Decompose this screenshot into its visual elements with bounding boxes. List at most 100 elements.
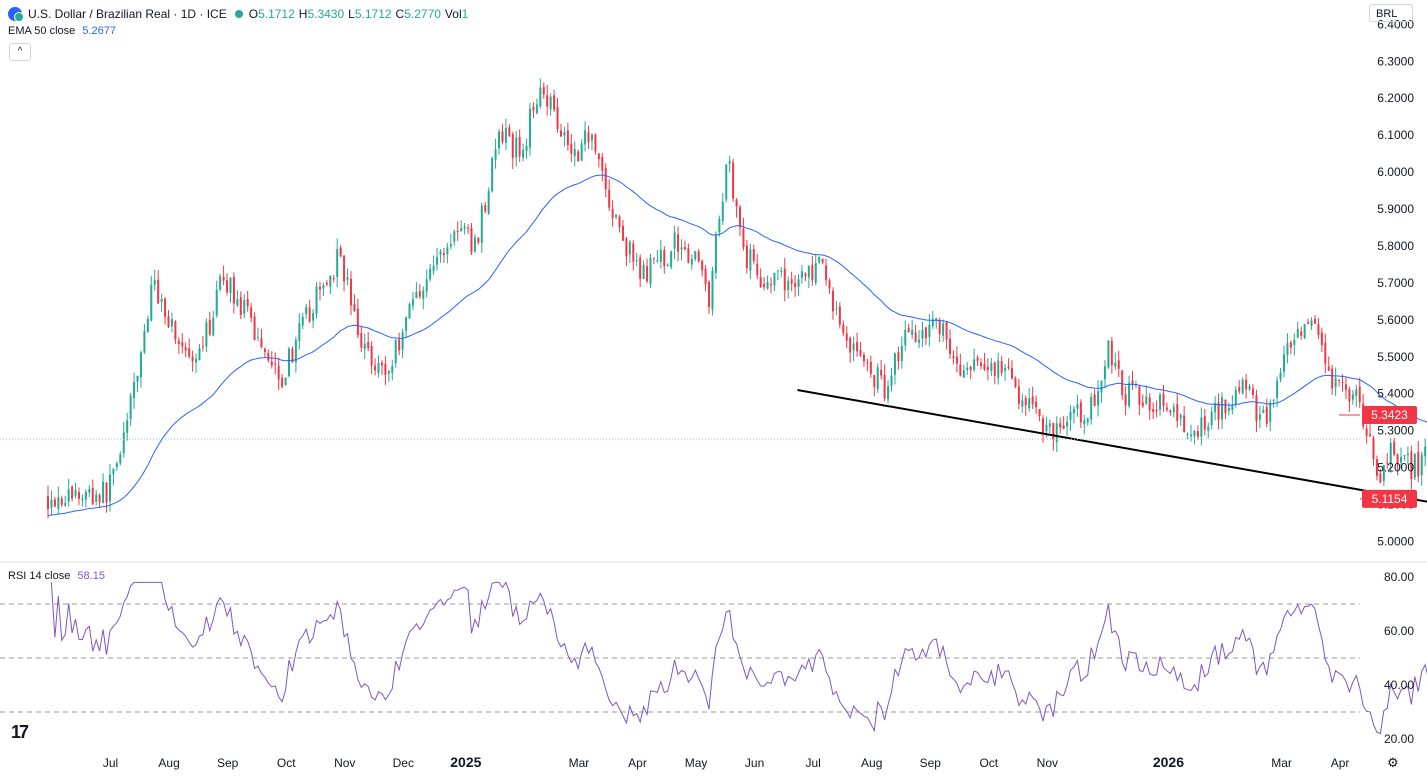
- market-status-icon: [234, 10, 243, 18]
- currency-selector[interactable]: BRL: [1369, 4, 1413, 22]
- candle-body: [467, 227, 470, 229]
- rsi-label: RSI 14 close: [8, 570, 71, 582]
- candle-body: [900, 345, 903, 362]
- volume-value: 1: [461, 7, 469, 21]
- time-tick-label: Mar: [569, 756, 590, 770]
- candle-body: [852, 343, 855, 351]
- gear-icon[interactable]: ⚙: [1387, 755, 1399, 770]
- candle-body: [1121, 370, 1124, 395]
- candle-body: [1317, 324, 1320, 335]
- price-tick-label: 5.4000: [1377, 387, 1414, 401]
- candle-body: [739, 206, 742, 228]
- candle-body: [659, 249, 662, 262]
- candle-body: [150, 284, 153, 321]
- candle-body: [993, 362, 996, 376]
- candle-body: [986, 366, 989, 371]
- candle-body: [587, 132, 590, 143]
- candle-body: [453, 231, 456, 242]
- candle-body: [1021, 400, 1024, 407]
- candle-body: [374, 365, 377, 371]
- candle-body: [157, 279, 160, 304]
- upper-price-badge: 5.3423: [1362, 406, 1417, 425]
- time-tick-label: Aug: [861, 756, 882, 770]
- candle-body: [794, 283, 797, 287]
- candle-body: [642, 264, 645, 279]
- time-tick-label: Mar: [1271, 756, 1292, 770]
- candle-body: [652, 257, 655, 259]
- candle-body: [160, 299, 163, 303]
- candle-body: [57, 497, 60, 509]
- candle-body: [831, 290, 834, 312]
- candle-body: [680, 247, 683, 250]
- candle-body: [1038, 409, 1041, 416]
- candle-body: [1327, 366, 1330, 371]
- candle-body: [728, 161, 731, 164]
- candle-body: [604, 168, 607, 190]
- price-tick-label: 5.2000: [1377, 461, 1414, 475]
- candle-body: [962, 370, 965, 378]
- candle-body: [270, 361, 273, 366]
- candle-body: [732, 162, 735, 199]
- candle-body: [1300, 331, 1303, 336]
- candle-body: [318, 286, 321, 290]
- price-tick-label: 5.7000: [1377, 276, 1414, 290]
- candle-body: [442, 253, 445, 256]
- candle-body: [814, 263, 817, 283]
- candle-body: [797, 279, 800, 287]
- candle-body: [1334, 378, 1337, 388]
- candle-body: [763, 284, 766, 288]
- candle-body: [1134, 384, 1137, 386]
- time-tick-label: Nov: [1037, 756, 1058, 770]
- volume-label: Vol: [444, 7, 462, 21]
- candle-body: [1331, 368, 1334, 389]
- candle-body: [1286, 342, 1289, 355]
- tradingview-logo[interactable]: 17: [11, 722, 29, 742]
- candle-body: [1207, 426, 1210, 431]
- candle-body: [873, 375, 876, 388]
- candle-body: [921, 330, 924, 339]
- candle-body: [1093, 394, 1096, 406]
- candle-body: [1269, 402, 1272, 422]
- candle-body: [1124, 394, 1127, 406]
- candle-body: [780, 270, 783, 272]
- candle-body: [219, 276, 222, 290]
- candle-body: [367, 342, 370, 349]
- candle-body: [1041, 418, 1044, 434]
- candle-body: [1245, 379, 1248, 390]
- symbol-header[interactable]: U.S. Dollar / Brazilian Real · 1D · ICE …: [8, 5, 472, 23]
- candle-body: [1365, 428, 1368, 436]
- candle-body: [494, 149, 497, 160]
- candle-body: [401, 332, 404, 350]
- candle-body: [188, 348, 191, 357]
- candle-body: [611, 209, 614, 218]
- candle-body: [360, 332, 363, 348]
- candle-body: [1241, 379, 1244, 394]
- rsi-legend[interactable]: RSI 14 close 58.15: [8, 570, 105, 582]
- candle-body: [391, 365, 394, 373]
- candle-body: [856, 341, 859, 352]
- candle-body: [1214, 402, 1217, 413]
- candle-body: [1035, 401, 1038, 408]
- candle-body: [1176, 404, 1179, 421]
- collapse-legend-button[interactable]: ^: [9, 43, 31, 61]
- candle-body: [274, 363, 277, 365]
- candle-body: [1103, 366, 1106, 380]
- candle-body: [694, 251, 697, 260]
- candle-body: [828, 280, 831, 289]
- candle-body: [1272, 400, 1275, 402]
- candle-body: [312, 313, 315, 321]
- candle-body: [88, 489, 91, 493]
- candle-body: [329, 275, 332, 287]
- candle-body: [491, 158, 494, 192]
- candle-body: [449, 244, 452, 247]
- ema-legend[interactable]: EMA 50 close 5.2677: [8, 25, 116, 37]
- candle-body: [174, 321, 177, 340]
- candle-body: [1217, 402, 1220, 420]
- candle-body: [742, 228, 745, 248]
- candle-body: [1169, 410, 1172, 413]
- chevron-up-icon: ^: [17, 46, 23, 57]
- time-tick-label: Apr: [628, 756, 647, 770]
- candle-body: [115, 463, 118, 468]
- candle-body: [997, 360, 1000, 378]
